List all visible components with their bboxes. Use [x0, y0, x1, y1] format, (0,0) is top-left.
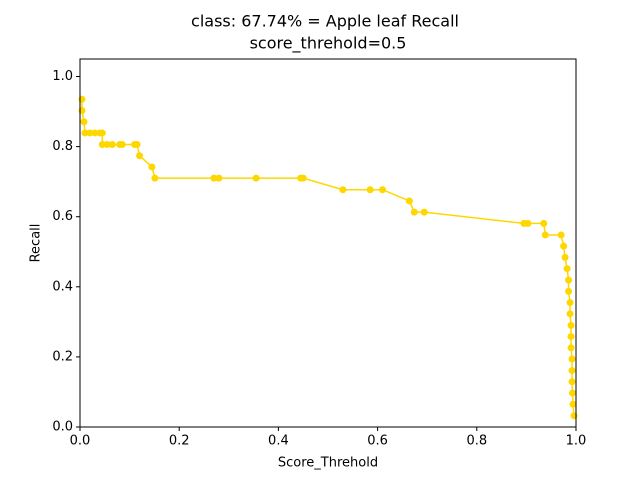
- marker: [563, 265, 571, 273]
- marker: [420, 208, 428, 216]
- marker: [566, 310, 574, 318]
- marker: [339, 186, 347, 194]
- marker: [565, 276, 573, 284]
- marker: [80, 118, 88, 126]
- x-tick-label: 1.0: [566, 434, 587, 449]
- plot-frame: [79, 58, 577, 428]
- marker: [118, 141, 126, 149]
- marker: [108, 141, 116, 149]
- marker: [86, 129, 94, 137]
- marker: [91, 129, 99, 137]
- x-tick-label: 0.8: [466, 434, 487, 449]
- marker: [379, 186, 387, 194]
- marker: [565, 287, 573, 295]
- marker: [148, 163, 156, 171]
- y-tick-label: 0.4: [52, 279, 73, 294]
- marker: [98, 141, 106, 149]
- chart-title: class: 67.74% = Apple leaf Recall: [191, 12, 459, 31]
- marker: [540, 219, 548, 227]
- marker: [567, 321, 575, 329]
- marker: [560, 242, 568, 250]
- marker: [151, 174, 159, 182]
- y-tick-label: 0.8: [52, 139, 73, 154]
- marker: [81, 129, 89, 137]
- x-tick-label: 0.0: [70, 434, 91, 449]
- marker: [561, 253, 569, 261]
- marker: [210, 174, 218, 182]
- marker: [98, 129, 106, 137]
- x-tick-label: 0.2: [169, 434, 190, 449]
- marker: [567, 344, 575, 352]
- x-tick-label: 0.4: [268, 434, 289, 449]
- x-axis-label: Score_Threhold: [278, 456, 378, 471]
- marker: [566, 299, 574, 307]
- marker: [541, 231, 549, 239]
- marker: [524, 219, 532, 227]
- marker: [252, 174, 260, 182]
- y-axis-label: Recall: [29, 224, 44, 263]
- marker: [567, 333, 575, 341]
- marker: [410, 208, 418, 216]
- marker: [568, 378, 576, 386]
- marker: [103, 141, 111, 149]
- marker: [568, 367, 576, 375]
- marker: [405, 197, 413, 205]
- line: [81, 99, 575, 416]
- y-tick-label: 0.6: [52, 209, 73, 224]
- y-tick-label: 1.0: [52, 69, 73, 84]
- marker: [136, 152, 144, 160]
- marker: [366, 186, 374, 194]
- y-tick-label: 0.2: [52, 349, 73, 364]
- marker: [215, 174, 223, 182]
- marker: [569, 400, 577, 408]
- x-tick-label: 0.6: [367, 434, 388, 449]
- chart-subtitle: score_threhold=0.5: [250, 34, 407, 54]
- marker: [568, 355, 576, 363]
- marker: [557, 231, 565, 239]
- marker: [569, 389, 577, 397]
- marker: [133, 141, 141, 149]
- y-tick-label: 0.0: [52, 420, 73, 435]
- marker: [299, 174, 307, 182]
